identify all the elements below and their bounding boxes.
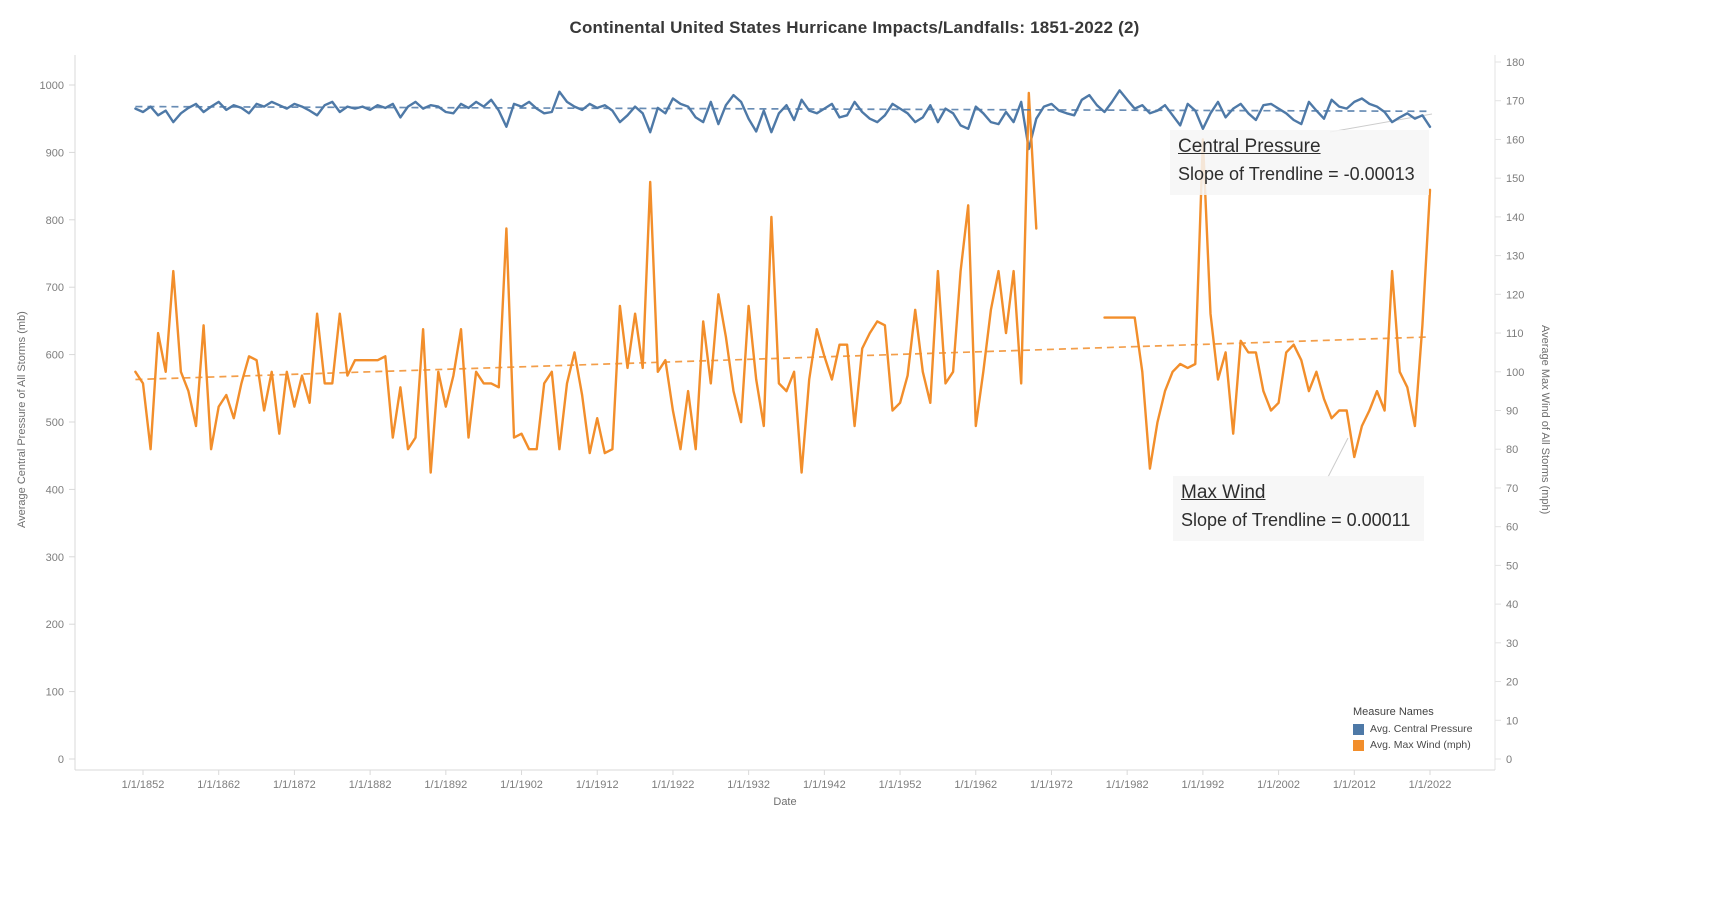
svg-text:70: 70 <box>1506 483 1518 495</box>
annotation-max-wind-text: Slope of Trendline = 0.00011 <box>1181 510 1411 530</box>
x-axis-title: Date <box>773 796 797 808</box>
annotation-central-pressure: Central Pressure Slope of Trendline = -0… <box>1170 130 1429 195</box>
svg-text:800: 800 <box>46 215 64 227</box>
legend-item-avg-max-wind-mph-[interactable]: Avg. Max Wind (mph) <box>1353 739 1503 751</box>
svg-text:1/1/1882: 1/1/1882 <box>349 779 392 791</box>
svg-text:400: 400 <box>46 484 64 496</box>
svg-text:1/1/1852: 1/1/1852 <box>122 779 165 791</box>
annotation-max-wind: Max Wind Slope of Trendline = 0.00011 <box>1173 476 1425 541</box>
legend-label: Avg. Central Pressure <box>1370 723 1473 735</box>
svg-text:20: 20 <box>1506 677 1518 689</box>
svg-text:1/1/1932: 1/1/1932 <box>727 779 770 791</box>
chart-title: Continental United States Hurricane Impa… <box>569 18 1140 37</box>
legend-item-avg-central-pressure[interactable]: Avg. Central Pressure <box>1353 723 1503 735</box>
legend-label: Avg. Max Wind (mph) <box>1370 739 1471 751</box>
annotation-max-wind-title: Max Wind <box>1181 482 1266 503</box>
svg-text:200: 200 <box>46 619 64 631</box>
svg-text:500: 500 <box>46 417 64 429</box>
svg-text:150: 150 <box>1506 173 1524 185</box>
svg-text:0: 0 <box>58 754 64 766</box>
svg-text:1/1/1982: 1/1/1982 <box>1106 779 1149 791</box>
svg-text:50: 50 <box>1506 560 1518 572</box>
trendline-avg-max-wind-mph-[interactable] <box>135 336 1431 381</box>
svg-text:1000: 1000 <box>40 80 64 92</box>
svg-text:1/1/1872: 1/1/1872 <box>273 779 316 791</box>
svg-text:1/1/1962: 1/1/1962 <box>954 779 997 791</box>
svg-text:1/1/1942: 1/1/1942 <box>803 779 846 791</box>
annotation-central-pressure-title: Central Pressure <box>1178 136 1321 157</box>
svg-text:900: 900 <box>46 147 64 159</box>
svg-text:1/1/1892: 1/1/1892 <box>424 779 467 791</box>
legend-title: Measure Names <box>1353 706 1434 718</box>
svg-text:180: 180 <box>1506 57 1524 69</box>
legend: Measure Names Avg. Central Pressure Avg. … <box>1353 706 1503 755</box>
svg-text:1/1/1862: 1/1/1862 <box>197 779 240 791</box>
svg-text:1/1/1912: 1/1/1912 <box>576 779 619 791</box>
legend-swatch <box>1353 723 1364 735</box>
legend-entries: Avg. Central Pressure Avg. Max Wind (mph) <box>1353 723 1503 751</box>
annotation-central-pressure-text: Slope of Trendline = -0.00013 <box>1178 164 1415 184</box>
svg-text:170: 170 <box>1506 96 1524 108</box>
svg-text:10: 10 <box>1506 715 1518 727</box>
svg-text:1/1/1902: 1/1/1902 <box>500 779 543 791</box>
svg-text:1/1/2012: 1/1/2012 <box>1333 779 1376 791</box>
right-axis-title: Average Max Wind of All Storms (mph) <box>1539 325 1551 515</box>
svg-text:1/1/1922: 1/1/1922 <box>652 779 695 791</box>
svg-text:1/1/1952: 1/1/1952 <box>879 779 922 791</box>
svg-text:140: 140 <box>1506 212 1524 224</box>
svg-text:700: 700 <box>46 282 64 294</box>
svg-text:1/1/2022: 1/1/2022 <box>1409 779 1452 791</box>
svg-text:80: 80 <box>1506 444 1518 456</box>
svg-text:160: 160 <box>1506 134 1524 146</box>
svg-text:600: 600 <box>46 350 64 362</box>
svg-text:300: 300 <box>46 552 64 564</box>
svg-text:110: 110 <box>1506 328 1524 340</box>
svg-text:30: 30 <box>1506 638 1518 650</box>
svg-text:40: 40 <box>1506 599 1518 611</box>
legend-swatch <box>1353 739 1364 751</box>
svg-text:100: 100 <box>46 687 64 699</box>
svg-text:120: 120 <box>1506 289 1524 301</box>
svg-text:100: 100 <box>1506 367 1524 379</box>
svg-text:1/1/1992: 1/1/1992 <box>1181 779 1224 791</box>
svg-text:60: 60 <box>1506 522 1518 534</box>
svg-text:0: 0 <box>1506 754 1512 766</box>
svg-text:1/1/2002: 1/1/2002 <box>1257 779 1300 791</box>
svg-text:1/1/1972: 1/1/1972 <box>1030 779 1073 791</box>
svg-text:130: 130 <box>1506 251 1524 263</box>
series-avg-central-pressure[interactable] <box>134 89 1432 151</box>
svg-text:90: 90 <box>1506 406 1518 418</box>
series-avg-max-wind-mph-[interactable] <box>134 91 1432 474</box>
